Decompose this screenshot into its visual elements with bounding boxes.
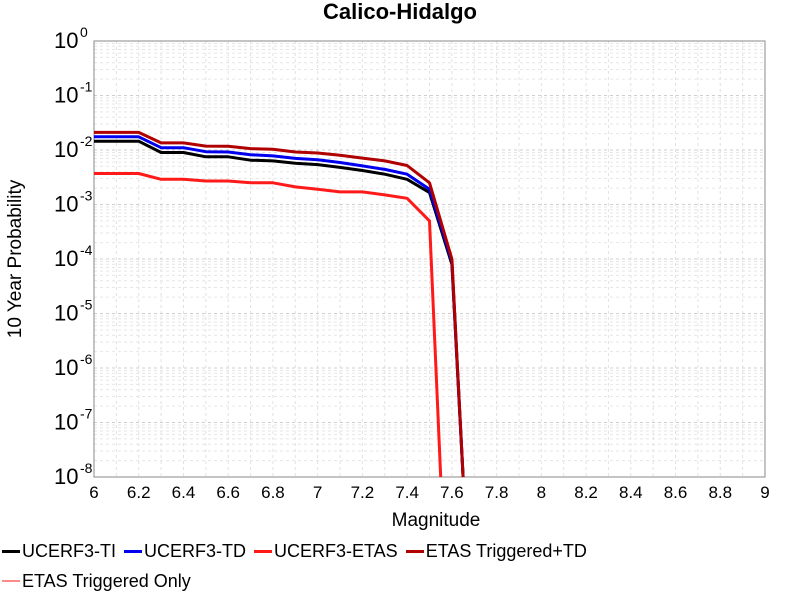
y-tick-label-base: 10: [54, 192, 78, 217]
x-tick-label: 6.8: [261, 483, 285, 502]
series-line-1: [94, 135, 465, 478]
y-tick-label-exponent: -6: [80, 351, 93, 367]
x-tick-labels: 6 6.2 6.4 6.6 6.8 7 7.2 7.4 7.6 7.8 8 8.2 8.4 8.6 8.8 9: [89, 483, 769, 502]
chart-title: Calico-Hidalgo: [323, 0, 477, 24]
x-axis-label: Magnitude: [392, 510, 481, 531]
legend-label-ucerf3-etas: UCERF3-ETAS: [274, 540, 398, 561]
y-tick-label-base: 10: [54, 246, 78, 271]
legend-item-ucerf3-etas: UCERF3-ETAS: [252, 541, 398, 562]
legend-swatch-etas-triggered-td: [405, 549, 424, 553]
y-tick-label-base: 10: [54, 83, 78, 108]
x-tick-label: 8: [537, 483, 546, 502]
y-tick-label-exponent: -5: [80, 297, 93, 313]
legend-label-etas-triggered-only: ETAS Triggered Only: [22, 570, 191, 591]
y-tick-label-exponent: -1: [80, 79, 93, 95]
legend-label-ucerf3-td: UCERF3-TD: [144, 540, 246, 561]
x-tick-label: 7: [313, 483, 322, 502]
legend-swatch-ucerf3-td: [124, 549, 142, 553]
legend-label-etas-triggered-td: ETAS Triggered+TD: [425, 540, 587, 561]
y-tick-label-base: 10: [54, 355, 78, 380]
x-tick-label: 7.6: [440, 483, 464, 502]
y-tick-label-base: 10: [54, 137, 78, 162]
y-tick-label-exponent: -4: [80, 242, 93, 258]
y-tick-label-exponent: -2: [80, 133, 93, 149]
x-tick-label: 7.4: [395, 483, 419, 502]
y-tick-label-base: 10: [54, 410, 78, 435]
y-tick-label-base: 10: [54, 28, 78, 53]
grid: [93, 41, 766, 478]
legend-item-etas-triggered-only: ETAS Triggered Only: [0, 571, 191, 592]
x-tick-label: 7.8: [485, 483, 509, 502]
series-line-2: [94, 172, 443, 478]
legend-swatch-ucerf3-etas: [254, 549, 272, 553]
y-tick-label-exponent: -7: [80, 406, 93, 422]
x-tick-label: 8.2: [574, 483, 598, 502]
legend-item-ucerf3-ti: UCERF3-TI: [0, 541, 116, 562]
x-tick-label: 8.8: [708, 483, 732, 502]
x-tick-label: 6.4: [172, 483, 196, 502]
y-axis-label: 10 Year Probability: [5, 179, 26, 338]
legend-swatch-etas-triggered-only: [2, 580, 20, 582]
x-tick-label: 8.6: [664, 483, 688, 502]
series-line-0: [94, 139, 465, 478]
legend-label-ucerf3-ti: UCERF3-TI: [22, 540, 116, 561]
y-tick-label-base: 10: [54, 301, 78, 326]
y-tick-label-exponent: -3: [80, 188, 93, 204]
y-tick-label-base: 10: [54, 464, 78, 489]
x-tick-label: 7.2: [351, 483, 375, 502]
x-tick-label: 8.4: [619, 483, 643, 502]
legend-row-1: UCERF3-TI UCERF3-TD UCERF3-ETAS ETAS Tri…: [0, 536, 800, 566]
legend-item-ucerf3-td: UCERF3-TD: [122, 541, 246, 562]
series-line-3: [94, 130, 465, 478]
legend-item-etas-triggered-td: ETAS Triggered+TD: [404, 541, 587, 562]
x-tick-label: 6.6: [216, 483, 240, 502]
series-lines: [94, 130, 465, 478]
legend: UCERF3-TI UCERF3-TD UCERF3-ETAS ETAS Tri…: [0, 536, 800, 596]
y-tick-label-exponent: 0: [80, 24, 88, 40]
x-tick-label: 6.2: [127, 483, 151, 502]
x-tick-label: 6: [89, 483, 98, 502]
x-tick-label: 9: [760, 483, 769, 502]
plot-area: [93, 40, 766, 478]
y-tick-label-exponent: -8: [80, 460, 93, 476]
legend-swatch-ucerf3-ti: [2, 549, 20, 553]
legend-row-2: ETAS Triggered Only: [0, 566, 800, 596]
